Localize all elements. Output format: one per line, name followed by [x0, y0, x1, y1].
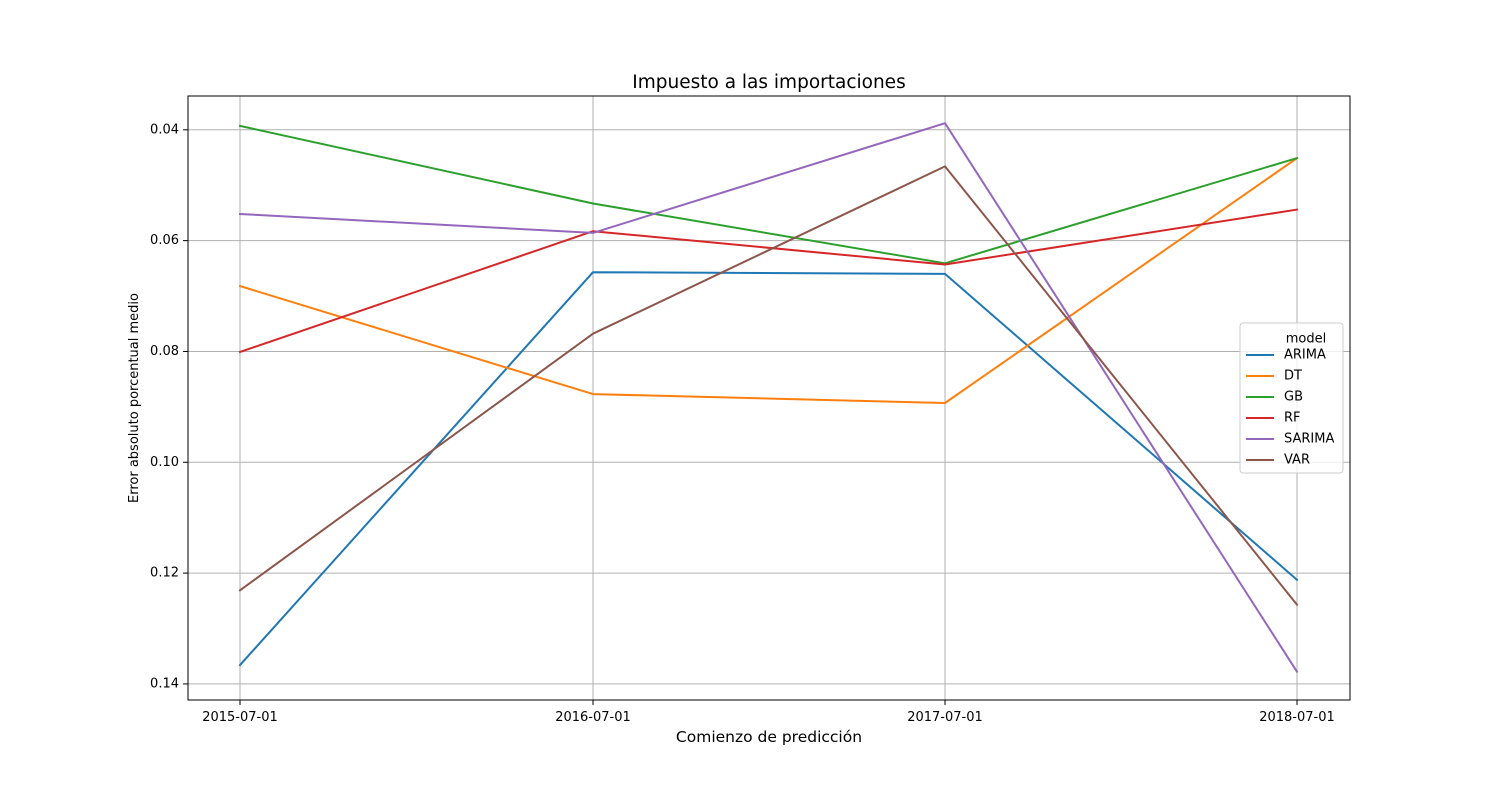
series-line-gb — [238, 124, 1299, 265]
legend-label-dt: DT — [1284, 369, 1302, 384]
chart-title: Impuesto a las importaciones — [632, 72, 905, 93]
y-tick-label: 0.06 — [150, 233, 179, 248]
legend: model ARIMA DT GB RF SARIMA VAR — [1239, 322, 1344, 474]
series-line-rf — [238, 208, 1299, 354]
x-axis-title: Comienzo de predicción — [676, 728, 862, 746]
legend-label-sarima: SARIMA — [1284, 432, 1334, 447]
legend-title: model — [1286, 332, 1326, 347]
y-tick-label: 0.12 — [150, 566, 179, 581]
legend-label-gb: GB — [1284, 390, 1303, 405]
grid — [188, 96, 1350, 700]
y-tick-label: 0.08 — [150, 344, 179, 359]
x-tick-label: 2015-07-01 — [202, 710, 278, 725]
series-line-dt — [238, 156, 1299, 404]
y-axis-title: Error absoluto porcentual medio — [127, 293, 142, 503]
y-tick-label: 0.04 — [150, 122, 179, 137]
legend-label-rf: RF — [1284, 411, 1301, 426]
plot-frame — [187, 95, 1351, 701]
y-tick-label: 0.14 — [150, 676, 179, 691]
y-tick-label: 0.10 — [150, 455, 179, 470]
y-axis: 0.04 0.06 0.08 0.10 0.12 0.14 — [150, 122, 188, 691]
series-line-var — [238, 165, 1299, 607]
series-lines — [238, 122, 1299, 674]
series-line-sarima — [238, 122, 1299, 674]
legend-box — [1239, 322, 1344, 474]
x-tick-label: 2016-07-01 — [555, 710, 631, 725]
x-tick-label: 2018-07-01 — [1259, 710, 1335, 725]
series-line-arima — [238, 271, 1299, 667]
legend-label-var: VAR — [1284, 453, 1310, 468]
legend-label-arima: ARIMA — [1284, 348, 1326, 363]
x-axis: 2015-07-01 2016-07-01 2017-07-01 2018-07-01 — [202, 700, 1335, 725]
x-tick-label: 2017-07-01 — [907, 710, 983, 725]
